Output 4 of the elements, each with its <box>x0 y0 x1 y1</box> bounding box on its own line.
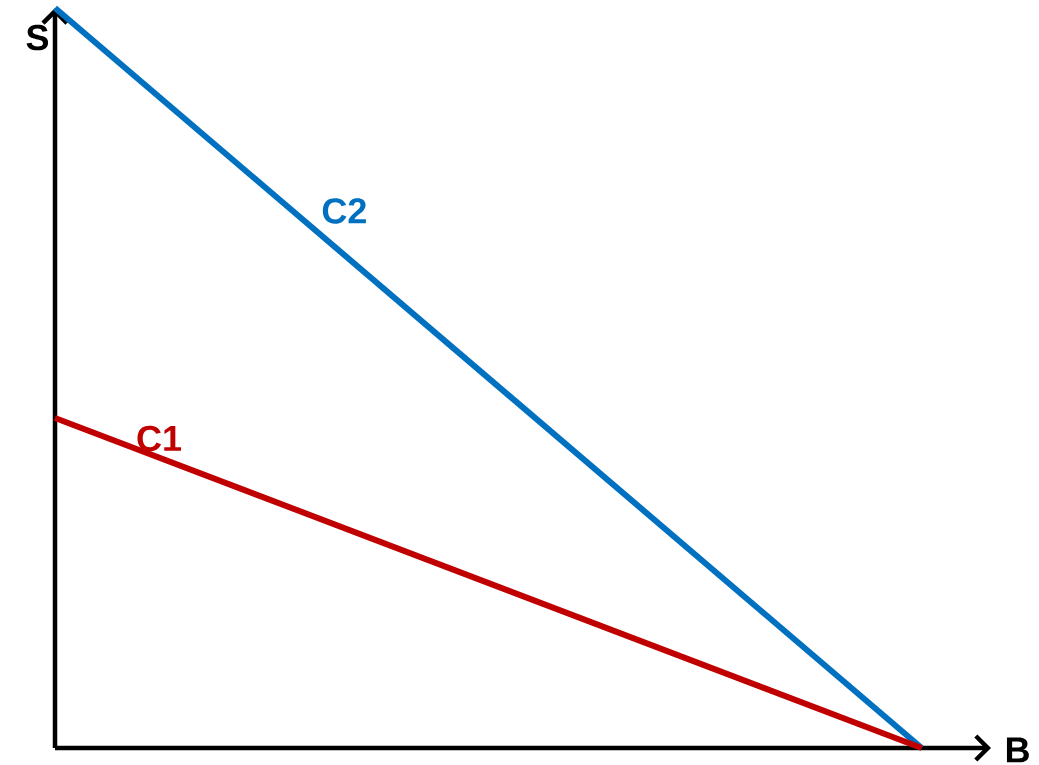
series-label: C1 <box>137 425 181 452</box>
y-axis-title: S <box>26 24 49 51</box>
x-axis-title: B <box>1006 737 1029 763</box>
series-label: C2 <box>322 198 366 224</box>
